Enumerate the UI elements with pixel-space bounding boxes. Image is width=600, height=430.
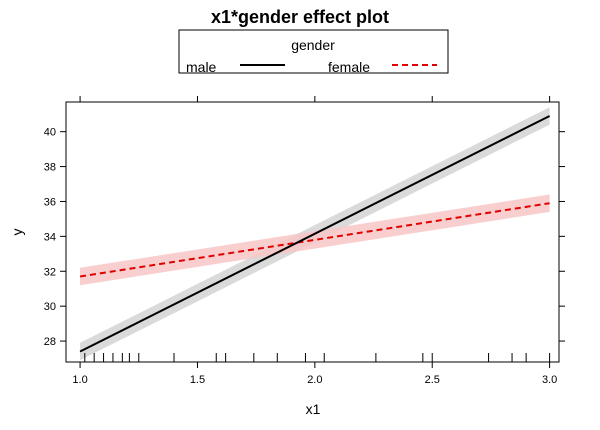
legend-label-male: male [186, 59, 217, 75]
y-tick-label: 36 [44, 196, 56, 208]
y-tick-label: 30 [44, 301, 56, 313]
legend: gender male female [178, 29, 449, 75]
y-tick-label: 34 [44, 231, 56, 243]
y-tick-label: 28 [44, 336, 56, 348]
y-tick-label: 40 [44, 127, 56, 139]
legend-box [178, 29, 449, 74]
x-tick-label: 1.5 [190, 374, 205, 386]
x-tick-label: 3.0 [542, 374, 557, 386]
chart-title: x1*gender effect plot [211, 7, 389, 27]
series-line-male [79, 115, 551, 353]
x-axis-label: x1 [306, 401, 321, 417]
confidence-band-female [80, 194, 550, 286]
x-axis: 1.0 1.5 2.0 2.5 3.0 [72, 96, 557, 386]
x-tick-label: 2.5 [425, 374, 440, 386]
y-tick-label: 32 [44, 266, 56, 278]
y-axis: 28 30 32 34 36 38 40 [44, 127, 565, 348]
legend-title: gender [291, 37, 335, 53]
y-tick-label: 38 [44, 162, 56, 174]
x-tick-label: 1.0 [72, 374, 87, 386]
legend-label-female: female [328, 59, 370, 75]
plot-area [79, 107, 551, 362]
y-axis-label: y [9, 229, 25, 236]
plot-frame [65, 101, 560, 363]
x-tick-label: 2.0 [307, 374, 322, 386]
